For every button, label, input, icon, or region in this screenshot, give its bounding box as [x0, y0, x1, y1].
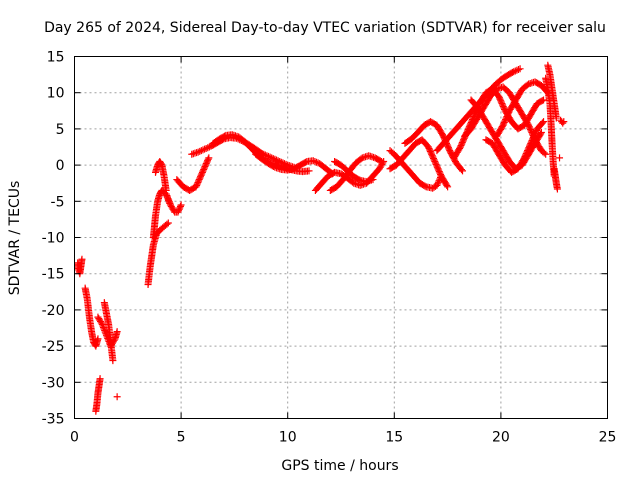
data-point — [378, 157, 386, 165]
data-marks — [74, 61, 568, 415]
data-point-sample — [199, 146, 207, 154]
data-point — [78, 255, 86, 263]
data-point-sample — [165, 198, 173, 206]
data-point — [560, 118, 568, 126]
data-point-sample — [163, 193, 171, 201]
data-point — [444, 183, 452, 191]
data-point-sample — [537, 130, 545, 138]
data-point — [540, 96, 548, 104]
data-point-sample — [538, 119, 546, 127]
data-point-sample — [376, 157, 384, 165]
data-point — [537, 129, 545, 137]
data-point-sample — [457, 166, 465, 174]
data-point — [96, 375, 104, 383]
y-tick-label: -35 — [42, 412, 65, 428]
data-point-sample — [166, 199, 174, 207]
data-point-sample — [311, 157, 319, 165]
x-tick-label: 5 — [177, 430, 186, 446]
data-point — [559, 119, 567, 127]
data-point — [459, 167, 467, 175]
data-point-sample — [538, 97, 546, 105]
y-tick-label: 5 — [56, 122, 65, 138]
chart-title: Day 265 of 2024, Sidereal Day-to-day VTE… — [44, 20, 606, 36]
data-point-sample — [197, 147, 205, 155]
y-tick-label: -20 — [42, 303, 65, 319]
data-point — [540, 118, 548, 126]
data-point — [369, 176, 377, 184]
data-point-sample — [165, 196, 173, 204]
data-point — [553, 185, 561, 193]
y-tick-label: -15 — [42, 267, 65, 283]
y-axis-title: SDTVAR / TECUs — [7, 181, 23, 296]
y-tick-label: 0 — [56, 158, 65, 174]
data-point — [556, 154, 564, 162]
data-point-sample — [196, 147, 204, 155]
data-point-sample — [163, 220, 171, 228]
x-tick-label: 15 — [385, 430, 403, 446]
data-point — [516, 65, 524, 73]
y-tick-label: -30 — [42, 375, 65, 391]
data-point-sample — [204, 155, 212, 163]
data-point-sample — [204, 144, 212, 152]
data-point — [162, 190, 170, 198]
x-axis-title: GPS time / hours — [281, 458, 398, 474]
data-point-sample — [514, 66, 522, 74]
data-point-sample — [97, 319, 105, 327]
data-point — [542, 150, 550, 158]
data-point — [433, 181, 441, 189]
data-point — [98, 320, 106, 328]
y-tick-label: -10 — [42, 231, 65, 247]
data-point-sample — [202, 144, 210, 152]
y-tick-label: 15 — [47, 50, 65, 66]
data-point-sample — [443, 181, 451, 189]
data-point-sample — [312, 158, 320, 166]
data-point — [305, 167, 313, 175]
data-point-sample — [99, 322, 107, 330]
data-point-sample — [163, 192, 171, 200]
data-point — [552, 114, 560, 122]
data-point — [109, 357, 117, 365]
data-point-sample — [513, 66, 521, 74]
x-tick-label: 25 — [599, 430, 617, 446]
data-point-sample — [176, 202, 184, 210]
x-tick-label: 20 — [492, 430, 510, 446]
data-point-sample — [540, 149, 548, 157]
data-point-sample — [164, 195, 172, 203]
x-tick-label: 10 — [279, 430, 297, 446]
data-point — [510, 68, 518, 76]
data-point-sample — [434, 178, 442, 186]
data-point — [164, 219, 172, 227]
x-tick-label: 0 — [70, 430, 79, 446]
data-point — [201, 145, 209, 153]
axis-ticks: 0 5 10 15 20 25 -35 -30 -25 -20 -15 -10 -5 0 5 10 15 — [42, 50, 617, 446]
y-tick-label: 10 — [47, 86, 65, 102]
y-tick-label: -25 — [42, 339, 65, 355]
data-point — [177, 201, 185, 209]
data-point — [205, 154, 213, 162]
data-point — [94, 335, 102, 343]
data-point — [113, 328, 121, 336]
data-point-sample — [511, 67, 519, 75]
data-point — [309, 157, 317, 165]
data-point — [194, 148, 202, 156]
y-tick-label: -5 — [51, 194, 65, 210]
data-point-sample — [434, 180, 442, 188]
data-point — [113, 393, 121, 401]
